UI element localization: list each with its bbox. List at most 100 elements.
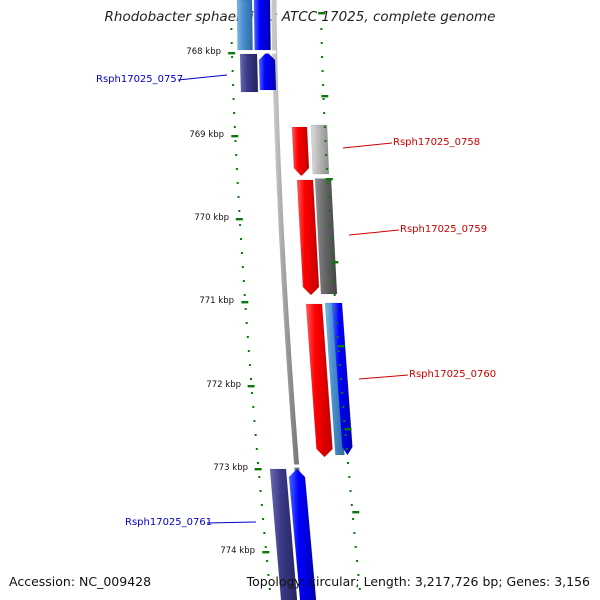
gene-0760-gene-arrow bbox=[331, 302, 353, 456]
tick-dot bbox=[240, 252, 243, 254]
tick-dot bbox=[330, 238, 332, 240]
tick-dot bbox=[345, 448, 348, 450]
kbp-tick-label: 770 kbp bbox=[194, 213, 229, 223]
tick-dot bbox=[328, 210, 331, 212]
tick-dot bbox=[354, 546, 357, 548]
tick-dot bbox=[327, 196, 330, 198]
tick-dot bbox=[242, 280, 245, 282]
genome-stats-text: Topology: circular; Length: 3,217,726 bp… bbox=[246, 574, 590, 589]
tick-dot bbox=[241, 266, 244, 268]
gene-0756-gene-bar bbox=[253, 0, 271, 51]
gene-label[interactable]: Rsph17025_0758 bbox=[393, 137, 481, 148]
tick-dot bbox=[321, 56, 324, 58]
tick-dot bbox=[353, 532, 356, 534]
tick-dot bbox=[247, 350, 250, 352]
gene-label[interactable]: Rsph17025_0759 bbox=[400, 224, 488, 235]
gene-0761-cds-bar bbox=[269, 468, 298, 600]
tick-dot bbox=[332, 280, 335, 282]
tick-dot bbox=[329, 224, 332, 226]
tick-dot bbox=[324, 140, 327, 142]
gene-0761-arrow bbox=[288, 468, 317, 600]
tick-dot bbox=[253, 420, 256, 422]
major-tick-right bbox=[321, 95, 329, 98]
gene-leader-line bbox=[206, 521, 257, 524]
kbp-tick-label: 774 kbp bbox=[220, 546, 255, 556]
tick-dot bbox=[320, 42, 323, 44]
tick-dot bbox=[233, 126, 236, 128]
major-tick-right bbox=[337, 345, 345, 348]
gene-label[interactable]: Rsph17025_0757 bbox=[96, 74, 184, 85]
tick-dot bbox=[350, 504, 353, 506]
tick-dot bbox=[230, 42, 233, 44]
major-tick-left bbox=[228, 52, 236, 55]
gene-0760-arrow bbox=[305, 303, 333, 458]
kbp-tick-label: 769 kbp bbox=[189, 130, 224, 140]
gene-0757-cds-bar bbox=[239, 53, 259, 93]
tick-dot bbox=[357, 574, 360, 576]
gene-leader-line bbox=[348, 229, 400, 236]
tick-dot bbox=[251, 392, 254, 394]
tick-dot bbox=[243, 294, 246, 296]
tick-dot bbox=[323, 126, 326, 128]
tick-dot bbox=[252, 406, 255, 408]
tick-dot bbox=[234, 140, 237, 142]
gene-0759-arrow bbox=[296, 179, 320, 296]
tick-dot bbox=[244, 308, 247, 310]
gene-0758-cds-bar bbox=[310, 124, 330, 175]
tick-dot bbox=[264, 546, 267, 548]
tick-dot bbox=[233, 112, 236, 114]
major-tick-right bbox=[344, 428, 352, 431]
tick-dot bbox=[348, 476, 351, 478]
kbp-tick-label: 768 kbp bbox=[186, 47, 221, 57]
tick-dot bbox=[260, 504, 263, 506]
gene-leader-line bbox=[358, 374, 409, 380]
tick-dot bbox=[237, 196, 240, 198]
gene-0760-cds-bar bbox=[324, 302, 345, 456]
tick-dot bbox=[342, 406, 345, 408]
tick-dot bbox=[331, 266, 334, 268]
major-tick-left bbox=[247, 385, 255, 388]
major-tick-right bbox=[331, 261, 339, 264]
genome-title: Rhodobacter sphaeroides ATCC 17025, comp… bbox=[104, 9, 496, 25]
gene-0756-cds-bar bbox=[236, 0, 253, 51]
tick-dot bbox=[246, 336, 249, 338]
tick-dot bbox=[338, 364, 341, 366]
tick-dot bbox=[337, 350, 340, 352]
tick-dot bbox=[322, 98, 325, 100]
tick-dot bbox=[356, 560, 359, 562]
tick-dot bbox=[257, 462, 259, 464]
tick-dot bbox=[320, 28, 323, 30]
major-tick-left bbox=[231, 135, 239, 138]
major-tick-right bbox=[318, 12, 326, 15]
tick-dot bbox=[232, 98, 235, 100]
tick-dot bbox=[238, 210, 241, 212]
tick-dot bbox=[325, 154, 328, 156]
tick-dot bbox=[334, 308, 337, 310]
tick-dot bbox=[230, 28, 233, 30]
accession-text: Accession: NC_009428 bbox=[9, 574, 152, 589]
tick-dot bbox=[263, 532, 266, 534]
tick-dot bbox=[250, 378, 252, 380]
gene-leader-line bbox=[342, 142, 393, 149]
tick-dot bbox=[323, 112, 326, 114]
tick-dot bbox=[258, 476, 261, 478]
gene-leader-line bbox=[177, 74, 228, 81]
gene-label[interactable]: Rsph17025_0761 bbox=[125, 517, 213, 528]
tick-dot bbox=[239, 224, 242, 226]
tick-dot bbox=[268, 588, 271, 590]
tick-dot bbox=[336, 336, 339, 338]
major-tick-left bbox=[241, 301, 249, 304]
gene-label[interactable]: Rsph17025_0760 bbox=[409, 369, 497, 380]
kbp-tick-label: 773 kbp bbox=[213, 463, 248, 473]
tick-dot bbox=[330, 252, 333, 254]
major-tick-right bbox=[325, 178, 333, 181]
tick-dot bbox=[333, 294, 336, 296]
kbp-tick-label: 771 kbp bbox=[199, 296, 234, 306]
tick-dot bbox=[236, 182, 239, 184]
tick-dot bbox=[255, 448, 258, 450]
kbp-tick-label: 772 kbp bbox=[206, 380, 241, 390]
tick-dot bbox=[321, 70, 324, 72]
tick-dot bbox=[267, 574, 270, 576]
tick-dot bbox=[322, 84, 325, 86]
